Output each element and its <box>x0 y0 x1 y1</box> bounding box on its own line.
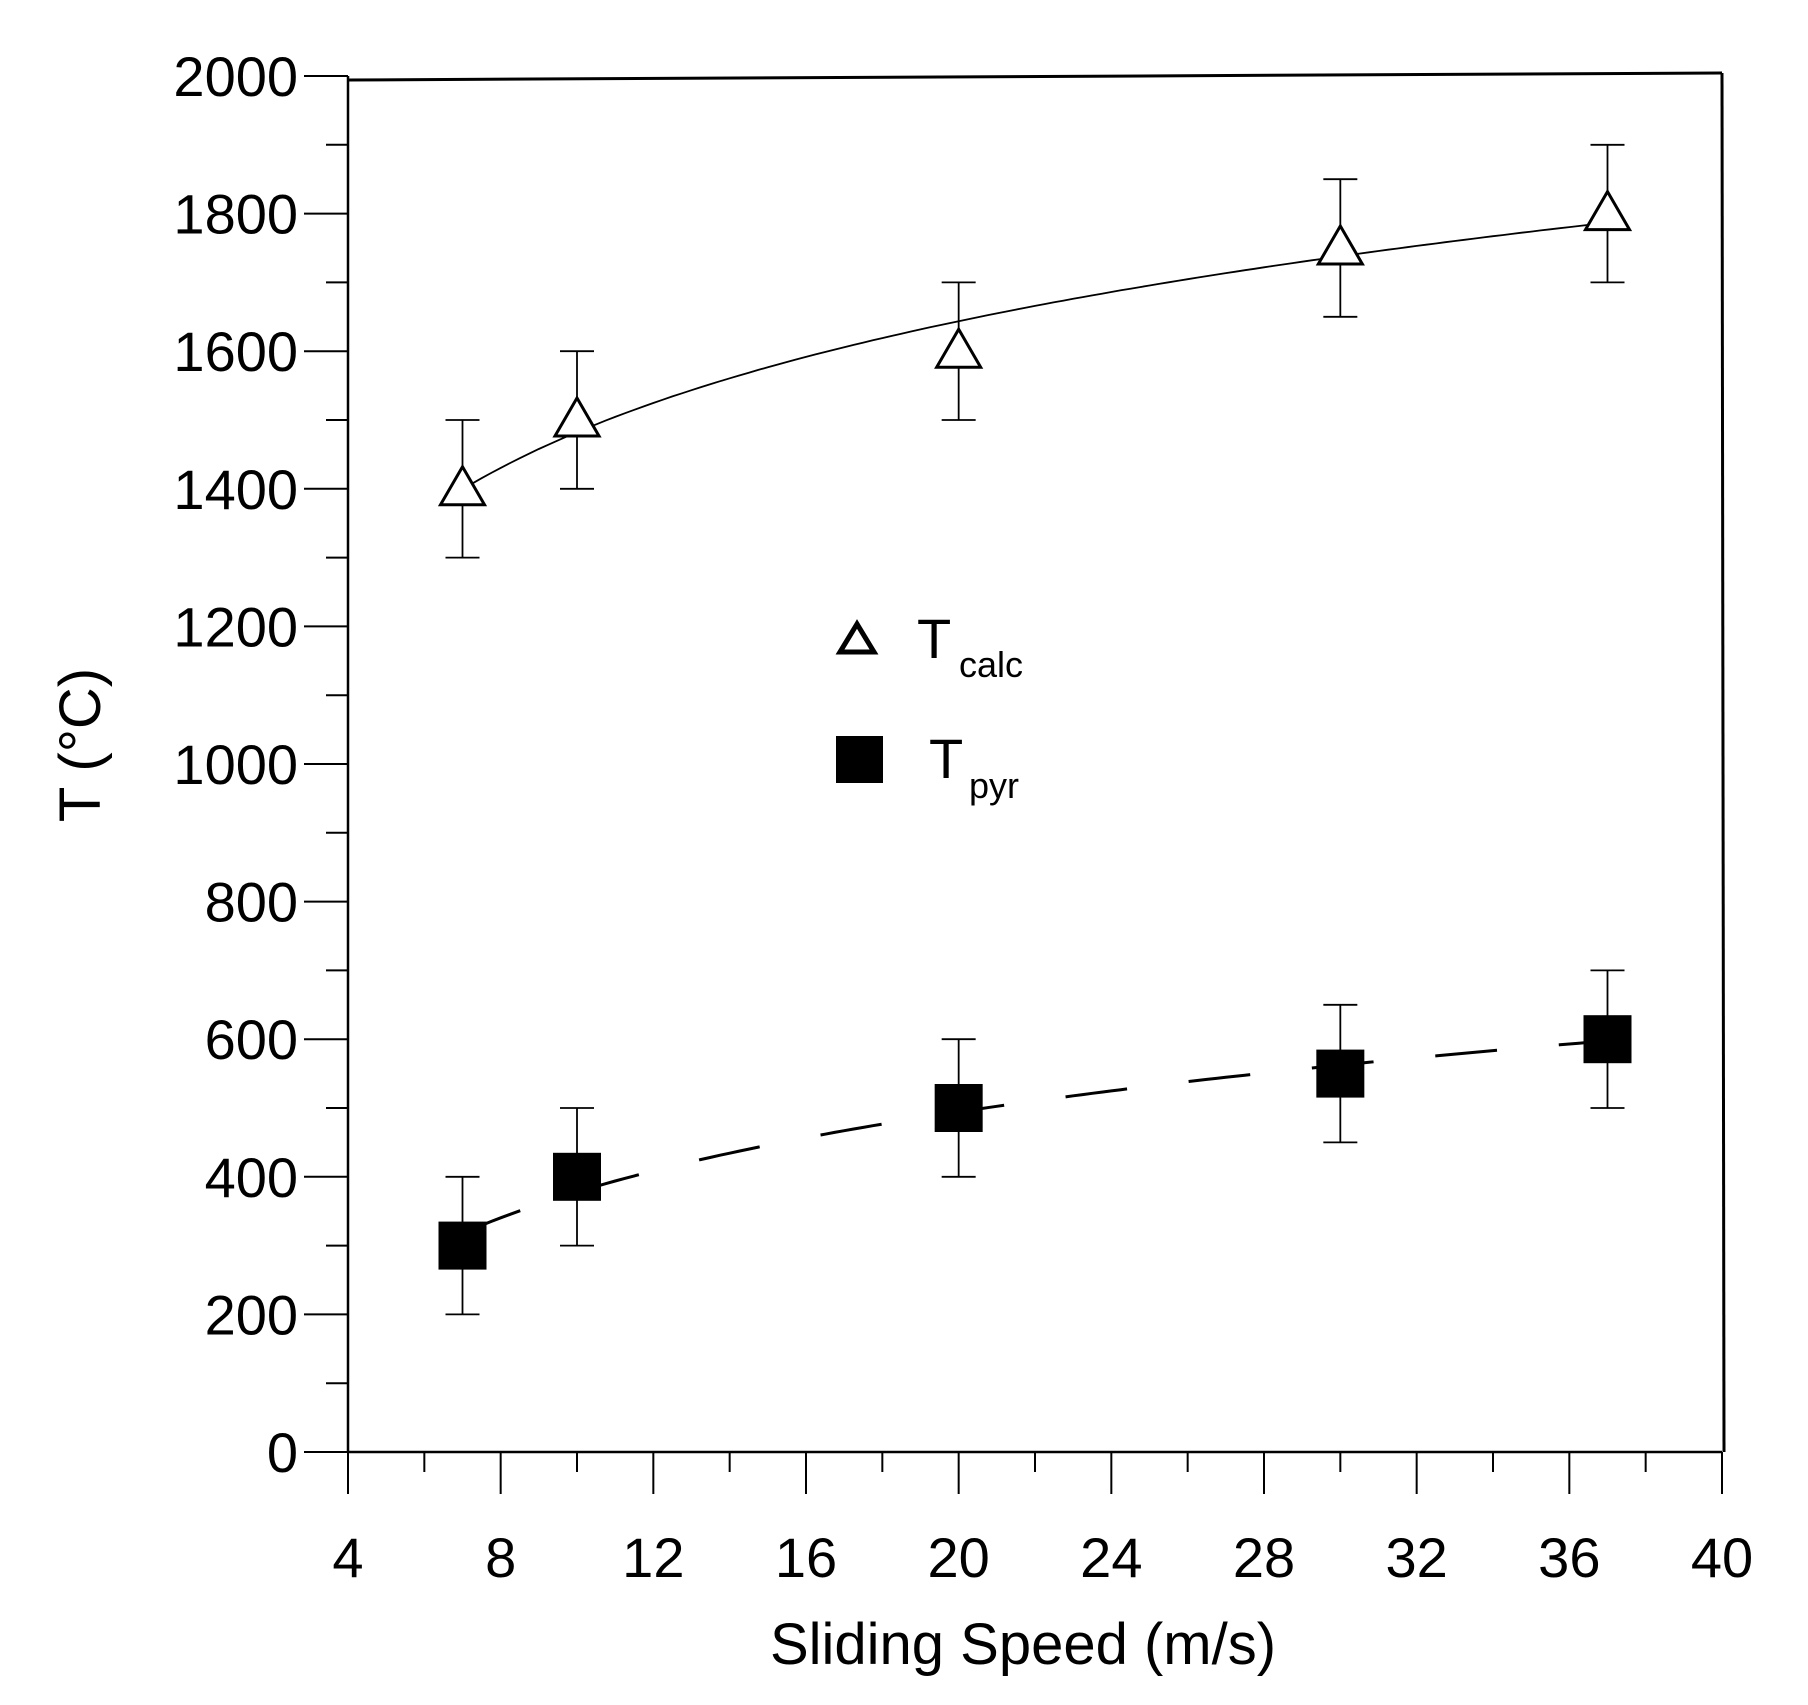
x-tick-label: 28 <box>1233 1526 1295 1589</box>
legend-triangle-marker <box>835 619 879 655</box>
x-tick-label: 20 <box>928 1526 990 1589</box>
right-frame-line <box>1720 72 1726 1453</box>
x-tick-label: 4 <box>332 1526 363 1589</box>
tcalc-point <box>1582 188 1633 232</box>
x-tick-label: 40 <box>1691 1526 1753 1589</box>
x-tick-label: 36 <box>1538 1526 1600 1589</box>
x-tick-label: 16 <box>775 1526 837 1589</box>
tcalc-point <box>552 395 602 438</box>
y-tick-label: 1400 <box>173 458 298 521</box>
top-frame-line <box>347 71 1723 82</box>
tcalc-point <box>934 326 984 369</box>
y-tick-label: 400 <box>205 1146 298 1209</box>
legend: T calc T pyr <box>835 607 1023 806</box>
fit-lines <box>461 221 1608 1235</box>
y-tick-label: 1600 <box>173 320 298 383</box>
y-tick-label: 2000 <box>173 45 298 108</box>
x-tick-label: 24 <box>1080 1526 1142 1589</box>
tpyr-point <box>1316 1049 1365 1098</box>
y-tick-label: 200 <box>205 1283 298 1346</box>
y-tick-label: 0 <box>267 1421 298 1484</box>
legend-tcalc-sub: calc <box>959 644 1023 685</box>
tcalc-fit-line <box>462 221 1608 491</box>
y-tick-label: 1800 <box>173 183 298 246</box>
data-markers <box>437 188 1633 1270</box>
y-tick-label: 600 <box>205 1008 298 1071</box>
tpyr-point <box>934 1084 983 1132</box>
x-tick-label: 32 <box>1386 1526 1448 1589</box>
legend-tpyr-main: T <box>929 727 963 790</box>
legend-tpyr-sub: pyr <box>969 765 1019 806</box>
y-tick-label: 800 <box>205 871 298 934</box>
tpyr-point <box>438 1221 487 1270</box>
y-axis-title: T (°C) <box>48 668 113 822</box>
x-tick-label: 8 <box>485 1526 516 1589</box>
legend-square-marker <box>836 736 883 783</box>
tpyr-point <box>553 1152 601 1201</box>
y-tick-label: 1200 <box>173 595 298 658</box>
y-axis: 0 200 400 600 800 1000 1200 1400 1600 1800 2000 <box>173 45 348 1484</box>
tcalc-point <box>1315 223 1365 266</box>
x-axis-title: Sliding Speed (m/s) <box>770 1612 1276 1677</box>
legend-tcalc-main: T <box>917 607 951 670</box>
x-tick-label: 12 <box>622 1526 684 1589</box>
tpyr-point <box>1583 1015 1632 1064</box>
x-axis: 4 8 12 16 20 24 28 32 36 40 <box>332 1452 1753 1589</box>
y-tick-label: 1000 <box>173 733 298 796</box>
tcalc-point <box>437 463 488 507</box>
